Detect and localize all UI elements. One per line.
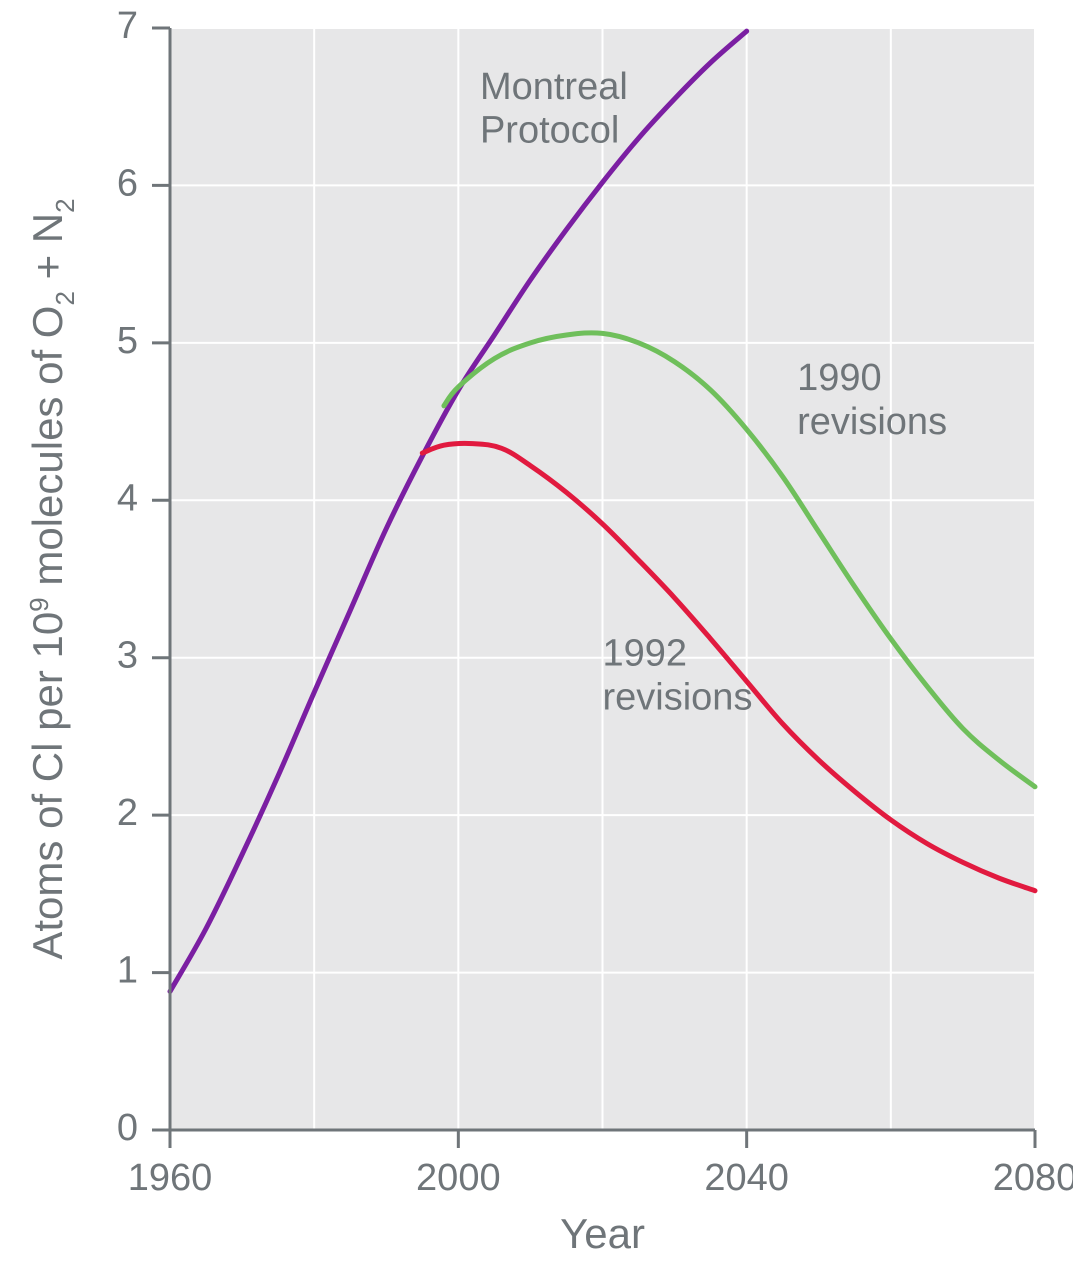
y-tick-label: 4 xyxy=(117,477,138,519)
y-tick-label: 0 xyxy=(117,1107,138,1149)
x-tick-label: 2040 xyxy=(704,1157,789,1199)
y-tick-label: 7 xyxy=(117,5,138,47)
x-axis-title: Year xyxy=(560,1210,645,1257)
x-tick-label: 2000 xyxy=(416,1157,501,1199)
y-tick-label: 2 xyxy=(117,792,138,834)
y-tick-label: 1 xyxy=(117,950,138,992)
x-tick-label: 1960 xyxy=(128,1157,213,1199)
y-tick-label: 6 xyxy=(117,162,138,204)
chart-container: 0 1 2 3 4 5 6 7 1960 2000 2040 2080 Year Atoms of Cl … xyxy=(0,0,1073,1271)
y-axis-title: Atoms of Cl per 109 molecules of O2 + N2 xyxy=(24,198,80,959)
y-tick-label: 3 xyxy=(117,635,138,677)
line-chart: 0 1 2 3 4 5 6 7 1960 2000 2040 2080 Year Atoms of Cl … xyxy=(0,0,1073,1271)
x-tick-label: 2080 xyxy=(993,1157,1073,1199)
y-tick-label: 5 xyxy=(117,320,138,362)
series-label-montreal: MontrealProtocol xyxy=(480,66,628,152)
